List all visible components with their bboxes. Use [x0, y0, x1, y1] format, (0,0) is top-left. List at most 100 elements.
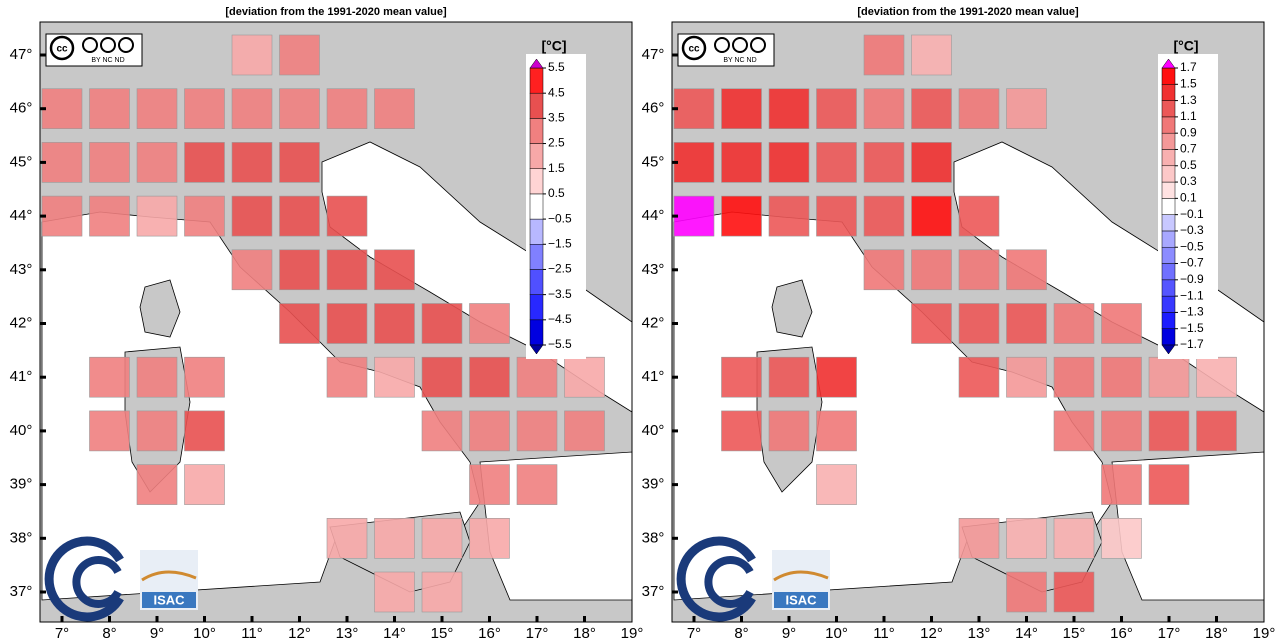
grid-cell	[1196, 410, 1237, 452]
isac-wave	[141, 570, 197, 582]
x-tick-label: 19°	[1253, 625, 1276, 642]
y-tick-label: 41°	[10, 368, 33, 385]
grid-cell	[374, 303, 415, 344]
x-tick-label: 13°	[336, 625, 359, 642]
y-tick-label: 40°	[10, 422, 33, 439]
grid-cell	[136, 142, 178, 183]
cc-text: cc	[56, 44, 68, 55]
grid-cell	[768, 195, 810, 237]
grid-cell	[41, 88, 83, 129]
grid-cell	[911, 249, 952, 291]
cnr-logo-inner	[704, 556, 754, 608]
cc-text: cc	[688, 44, 700, 55]
x-tick-label: 12°	[288, 625, 311, 642]
colorbar-label: 0.5	[548, 186, 565, 200]
grid-cell	[469, 464, 510, 505]
grid-cell	[768, 356, 810, 398]
grid-cell	[911, 34, 952, 76]
grid-cell	[41, 195, 83, 237]
grid-cell	[911, 303, 952, 344]
grid-cell	[911, 142, 952, 183]
grid-cell	[231, 142, 273, 183]
y-tick-label: 46°	[642, 100, 665, 117]
grid-cell	[231, 34, 273, 76]
grid-cell	[768, 410, 810, 452]
x-tick-label: 14°	[383, 625, 406, 642]
colorbar-label: 0.5	[1180, 158, 1197, 172]
grid-cell	[1196, 356, 1237, 398]
colorbar-bin	[1161, 149, 1176, 167]
colorbar-bin	[1161, 84, 1176, 101]
colorbar-label: −0.3	[1180, 223, 1204, 237]
colorbar-bin	[1161, 295, 1176, 313]
colorbar-label: −1.7	[1180, 337, 1204, 351]
colorbar-bin	[1161, 246, 1176, 264]
grid-cell	[279, 34, 320, 76]
grid-cell	[958, 517, 1000, 559]
grid-cell	[421, 571, 463, 613]
grid-cell	[721, 356, 762, 398]
grid-cell	[1053, 571, 1095, 613]
grid-cell	[958, 195, 1000, 237]
grid-cell	[863, 88, 905, 129]
colorbar-label: 0.9	[1180, 125, 1197, 139]
x-tick-label: 10°	[825, 625, 848, 642]
colorbar-bin	[1161, 328, 1176, 346]
grid-cell	[768, 142, 810, 183]
grid-cell	[469, 303, 510, 344]
grid-cell	[721, 410, 762, 452]
grid-cell	[1101, 464, 1142, 505]
colorbar-bin	[529, 118, 544, 144]
cc-logo: cc BY NC ND	[45, 33, 143, 67]
x-tick-label: 11°	[873, 625, 895, 642]
grid-cell	[816, 464, 857, 505]
cc-icon	[82, 37, 98, 53]
colorbar-label: −1.5	[548, 236, 572, 250]
x-tick-label: 7°	[687, 625, 701, 642]
y-tick-label: 45°	[642, 153, 665, 170]
colorbar-bin	[1161, 198, 1176, 215]
grid-cell	[1006, 303, 1047, 344]
grid-cell	[136, 356, 178, 398]
grid-cell	[41, 142, 83, 183]
colorbar-label: −3.5	[548, 287, 572, 301]
grid-cell	[1006, 517, 1047, 559]
colorbar-label: 1.1	[1180, 109, 1197, 123]
cc-icon	[100, 37, 116, 53]
grid-cell	[421, 303, 463, 344]
grid-cell	[279, 88, 320, 129]
grid-cell	[89, 410, 130, 452]
grid-cell	[1053, 356, 1095, 398]
grid-cell	[374, 356, 415, 398]
y-tick-label: 38°	[10, 529, 33, 546]
colorbar-bin	[1161, 165, 1176, 183]
colorbar-label: −1.5	[1180, 321, 1204, 335]
grid-cell	[863, 34, 905, 76]
y-tick-label: 42°	[642, 314, 665, 331]
y-tick-label: 45°	[10, 153, 33, 170]
colorbar-under	[529, 344, 544, 355]
colorbar-bin	[1161, 116, 1176, 134]
cc-circle	[681, 35, 707, 61]
y-tick-label: 42°	[10, 314, 33, 331]
colorbar-label: −4.5	[548, 312, 572, 326]
grid-cell	[279, 195, 320, 237]
grid-cell	[136, 195, 178, 237]
grid-cell	[469, 356, 510, 398]
grid-cell	[184, 142, 225, 183]
y-tick-label: 44°	[10, 207, 33, 224]
grid-cell	[564, 356, 605, 398]
grid-cell	[279, 249, 320, 291]
colorbar-bin	[1161, 263, 1176, 281]
colorbar-label: −0.5	[1180, 239, 1204, 253]
y-tick-label: 41°	[642, 368, 665, 385]
grid-cell	[1006, 249, 1047, 291]
x-tick-label: 9°	[782, 625, 796, 642]
colorbar-unit: [°C]	[541, 38, 566, 54]
cnr-logo	[676, 536, 756, 622]
cc-icon	[750, 37, 766, 53]
grid-cell	[673, 142, 715, 183]
grid-cell	[958, 356, 1000, 398]
grid-cell	[326, 356, 368, 398]
